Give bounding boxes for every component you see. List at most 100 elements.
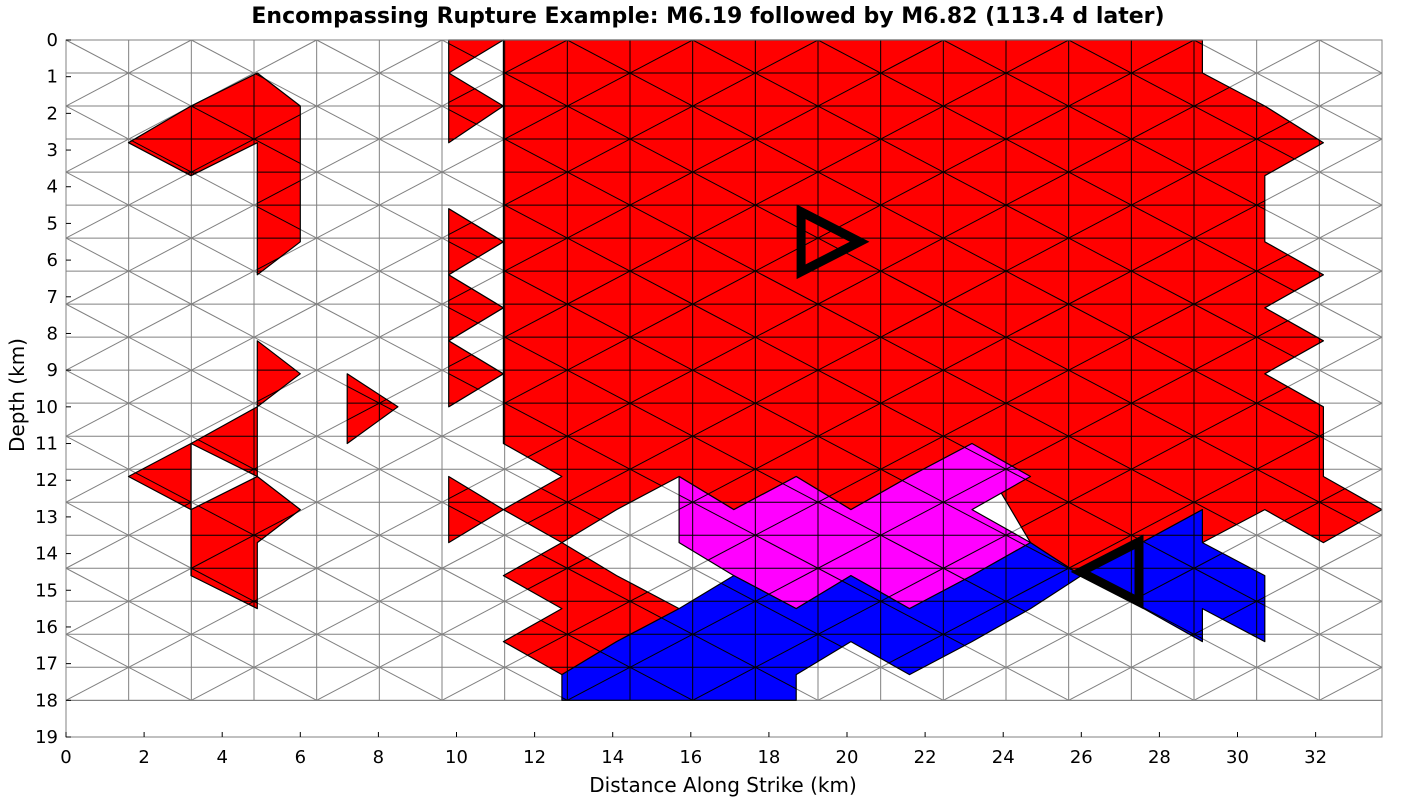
mesh-line	[316, 138, 380, 173]
region-mesh-line	[191, 567, 255, 602]
plot-frame	[65, 39, 1383, 738]
region-mesh-line	[1131, 105, 1195, 140]
mesh-line	[65, 171, 129, 206]
region-mesh-line	[817, 270, 881, 305]
mesh-line	[191, 39, 255, 74]
region-mesh-line	[1131, 369, 1195, 404]
mesh-line	[191, 270, 255, 305]
y-tick-label: 1	[47, 67, 58, 88]
region-mesh-line	[1193, 138, 1257, 173]
mesh-line	[1256, 633, 1320, 668]
mesh-line	[379, 600, 443, 635]
mesh-line	[316, 336, 380, 371]
mesh-line	[379, 633, 443, 668]
region-mesh-line	[1193, 336, 1257, 371]
mesh-line	[1256, 534, 1320, 569]
mesh-line	[253, 39, 317, 74]
region-mesh-line	[755, 105, 819, 140]
region-mesh-line	[755, 402, 819, 437]
mesh-line	[1319, 237, 1383, 272]
mesh-line	[379, 369, 443, 404]
region-mesh-line	[128, 138, 192, 173]
y-tick-label: 3	[47, 140, 58, 161]
mesh-line	[1319, 336, 1383, 371]
mesh-line	[65, 138, 129, 173]
mesh-line	[1256, 72, 1320, 107]
mesh-line	[316, 237, 380, 272]
mesh-line	[316, 435, 380, 470]
mesh-line	[379, 72, 443, 107]
mesh-line	[441, 600, 505, 635]
region-mesh-line	[692, 369, 756, 404]
region-mesh-line	[692, 468, 756, 503]
region-mesh-line	[1005, 270, 1069, 305]
region-mesh-line	[755, 171, 819, 206]
region-mesh-line	[817, 138, 881, 173]
region-mesh-line	[880, 72, 944, 107]
region-mesh-line	[817, 534, 881, 569]
mesh-line	[1193, 666, 1257, 701]
region-mesh-line	[191, 501, 255, 536]
mesh-line	[253, 435, 317, 470]
mesh-line	[128, 336, 192, 371]
mesh-line	[128, 72, 192, 107]
region-mesh-line	[1005, 567, 1069, 602]
region-mesh-line	[504, 171, 568, 206]
mesh-line	[65, 336, 129, 371]
mesh-line	[128, 435, 192, 470]
mesh-line	[65, 105, 129, 140]
mesh-line	[191, 600, 255, 635]
region-mesh-line	[191, 435, 255, 470]
region-mesh-line	[880, 40, 944, 74]
region-mesh-line	[755, 468, 819, 503]
region-mesh-line	[1005, 171, 1069, 206]
region-mesh-line	[191, 534, 255, 569]
region-mesh-line	[880, 501, 944, 536]
region-mesh-line	[817, 435, 881, 470]
region-mesh-line	[943, 237, 1007, 272]
region-mesh-line	[504, 138, 568, 173]
region-mesh-line	[692, 435, 756, 470]
mesh-line	[379, 435, 443, 470]
mesh-line	[1319, 567, 1383, 602]
region-mesh-line	[629, 40, 693, 74]
mesh-line	[316, 171, 380, 206]
region-mesh-line	[1256, 402, 1320, 437]
region-mesh-line	[880, 633, 944, 668]
region-mesh-line	[1131, 171, 1195, 206]
region-mesh-line	[629, 633, 693, 668]
x-tick-label: 26	[1070, 747, 1093, 768]
region-mesh-line	[943, 369, 1007, 404]
mesh-line	[379, 501, 443, 536]
mesh-line	[253, 468, 317, 503]
region-mesh-line	[1068, 237, 1132, 272]
region-mesh-line	[567, 171, 631, 206]
region-mesh-line	[1256, 435, 1320, 470]
region-mesh-line	[1068, 501, 1132, 536]
region-mesh-line	[817, 501, 881, 536]
y-tick-label: 0	[47, 30, 58, 51]
region-first-rupture-only	[502, 39, 1383, 577]
region-mesh-line	[567, 633, 631, 668]
mesh-line	[1256, 666, 1320, 701]
region-mesh-line	[1131, 72, 1195, 107]
mesh-line	[65, 468, 129, 503]
region-mesh-line	[1005, 369, 1069, 404]
x-tick-label: 12	[523, 747, 546, 768]
mesh-line	[441, 171, 505, 206]
mesh-line	[1193, 633, 1257, 668]
region-mesh-line	[1131, 468, 1195, 503]
region-mesh-line	[943, 567, 1007, 602]
region-mesh-line	[943, 534, 1007, 569]
mesh-line	[1256, 204, 1320, 239]
region-mesh-line	[755, 567, 819, 602]
region-mesh-line	[817, 567, 881, 602]
region-mesh-line	[817, 40, 881, 74]
region-mesh-line	[1193, 204, 1257, 239]
mesh-line	[1319, 633, 1383, 668]
mesh-line	[441, 567, 505, 602]
mesh-line	[128, 402, 192, 437]
region-mesh-line	[567, 72, 631, 107]
mesh-line	[191, 303, 255, 338]
y-tick-label: 16	[35, 617, 58, 638]
